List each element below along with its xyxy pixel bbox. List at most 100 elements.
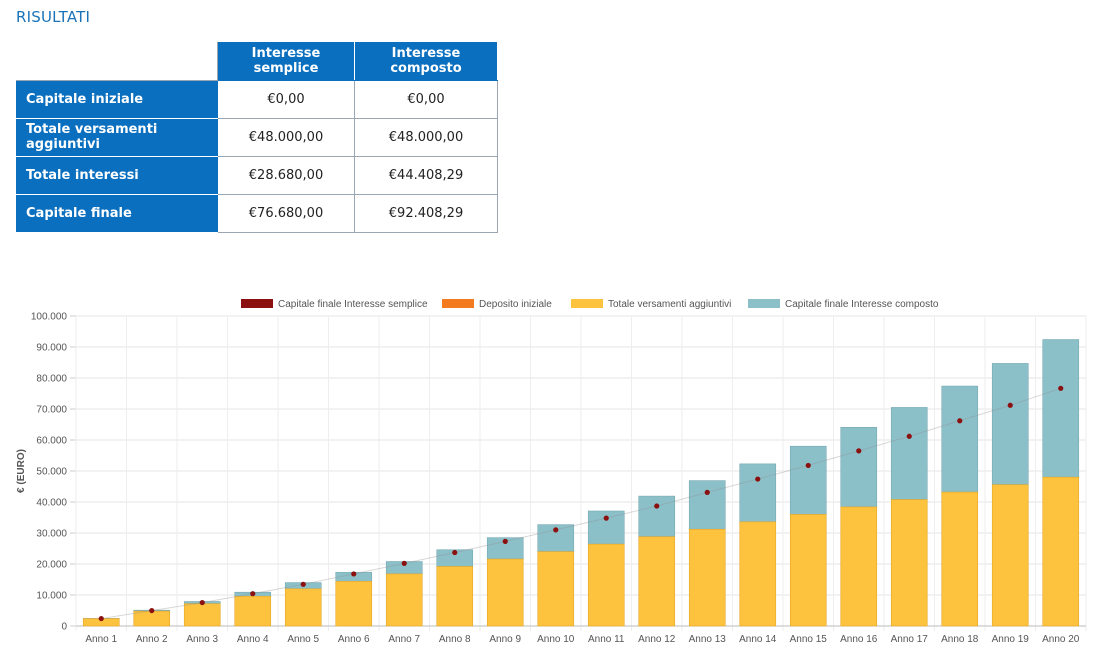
value-cell: €28.680,00 <box>217 155 355 195</box>
bar-versamenti <box>234 595 272 627</box>
bar-versamenti <box>133 610 171 627</box>
x-tick-label: Anno 11 <box>588 634 625 645</box>
row-header-totale-interessi: Totale interessi <box>16 155 218 195</box>
bar-versamenti <box>385 573 423 627</box>
point-interesse-semplice <box>401 560 407 566</box>
y-tick-label: 50.000 <box>36 467 67 478</box>
bar-versamenti <box>1042 476 1080 627</box>
legend-swatch <box>571 299 603 308</box>
value-cell: €92.408,29 <box>354 193 498 233</box>
table-row: Capitale iniziale €0,00 €0,00 <box>16 79 498 119</box>
y-tick-label: 40.000 <box>36 498 67 509</box>
bar-interesse-composto <box>688 480 726 530</box>
row-header-capitale-iniziale: Capitale iniziale <box>16 79 218 119</box>
x-tick-label: Anno 19 <box>992 634 1030 645</box>
x-tick-label: Anno 3 <box>186 634 218 645</box>
x-tick-label: Anno 1 <box>85 634 117 645</box>
y-axis-title: € (EURO) <box>16 449 27 493</box>
y-tick-label: 30.000 <box>36 529 67 540</box>
point-interesse-semplice <box>98 615 104 622</box>
value-cell: €76.680,00 <box>217 193 355 233</box>
x-tick-label: Anno 8 <box>439 634 471 645</box>
table-row: Capitale finale €76.680,00 €92.408,29 <box>16 193 498 233</box>
results-table: Interesse semplice Interesse composto Ca… <box>16 42 498 233</box>
legend-swatch <box>241 299 273 308</box>
bar-versamenti <box>183 603 221 627</box>
x-tick-label: Anno 17 <box>891 634 929 645</box>
row-header-capitale-finale: Capitale finale <box>16 193 218 233</box>
x-tick-label: Anno 15 <box>790 634 828 645</box>
point-interesse-semplice <box>957 418 963 424</box>
bar-interesse-composto <box>840 426 878 508</box>
legend-label: Totale versamenti aggiuntivi <box>608 299 731 310</box>
bar-versamenti <box>991 484 1029 627</box>
bar-interesse-composto <box>739 463 777 523</box>
bar-interesse-composto <box>789 445 827 515</box>
legend-label: Deposito iniziale <box>479 299 552 310</box>
point-interesse-semplice <box>149 607 155 614</box>
point-interesse-semplice <box>603 515 609 521</box>
table-row: Totale interessi €28.680,00 €44.408,29 <box>16 155 498 195</box>
bar-versamenti <box>890 499 928 627</box>
point-interesse-semplice <box>805 462 811 469</box>
x-tick-label: Anno 4 <box>237 634 269 645</box>
bar-versamenti <box>587 543 625 627</box>
bar-versamenti <box>284 588 322 627</box>
bar-versamenti <box>537 551 575 627</box>
value-cell: €48.000,00 <box>217 117 355 157</box>
bar-versamenti <box>941 491 979 627</box>
bar-interesse-composto <box>941 385 979 493</box>
y-tick-label: 100.000 <box>31 312 68 323</box>
legend-label: Capitale finale Interesse semplice <box>278 299 428 310</box>
bar-interesse-composto <box>1042 339 1080 478</box>
y-tick-label: 70.000 <box>36 405 67 416</box>
point-interesse-semplice <box>553 527 559 533</box>
x-tick-label: Anno 12 <box>638 634 676 645</box>
x-tick-label: Anno 5 <box>287 634 319 645</box>
bar-versamenti <box>638 536 676 627</box>
col-header-semplice: Interesse semplice <box>217 42 355 81</box>
bar-versamenti <box>789 514 827 627</box>
value-cell: €0,00 <box>217 79 355 119</box>
point-interesse-semplice <box>452 549 458 556</box>
x-tick-label: Anno 18 <box>941 634 979 645</box>
bar-versamenti <box>436 566 474 627</box>
bar-versamenti <box>335 581 373 627</box>
y-tick-label: 80.000 <box>36 374 67 385</box>
point-interesse-semplice <box>502 538 508 544</box>
line-interesse-semplice <box>101 387 1061 620</box>
point-interesse-semplice <box>654 503 660 509</box>
point-interesse-semplice <box>199 599 205 606</box>
point-interesse-semplice <box>250 591 256 597</box>
table-row: Totale versamenti aggiuntivi €48.000,00 … <box>16 117 498 157</box>
y-tick-label: 20.000 <box>36 560 67 571</box>
value-cell: €0,00 <box>354 79 498 119</box>
bar-interesse-composto <box>638 495 676 538</box>
table-header-row: Interesse semplice Interesse composto <box>16 42 498 81</box>
point-interesse-semplice <box>856 448 862 454</box>
point-interesse-semplice <box>351 571 357 577</box>
bar-interesse-composto <box>890 407 928 500</box>
point-interesse-semplice <box>300 581 306 587</box>
y-tick-label: 60.000 <box>36 436 67 447</box>
x-tick-label: Anno 7 <box>388 634 420 645</box>
point-interesse-semplice <box>755 476 761 482</box>
x-tick-label: Anno 2 <box>136 634 168 645</box>
point-interesse-semplice <box>1007 402 1013 408</box>
value-cell: €48.000,00 <box>354 117 498 157</box>
bar-versamenti <box>840 506 878 627</box>
x-tick-label: Anno 14 <box>739 634 777 645</box>
bar-interesse-composto <box>991 363 1029 485</box>
col-header-composto: Interesse composto <box>354 42 498 81</box>
x-tick-label: Anno 13 <box>689 634 727 645</box>
table-corner <box>16 42 218 81</box>
growth-chart: 0 10.000 20.000 30.000 40.000 50.000 60.000 70.… <box>16 299 1087 645</box>
x-tick-label: Anno 6 <box>338 634 370 645</box>
bar-versamenti <box>486 558 524 627</box>
row-header-totale-versamenti: Totale versamenti aggiuntivi <box>16 117 218 157</box>
bar-versamenti <box>688 528 726 627</box>
y-tick-label: 0 <box>61 622 67 633</box>
point-interesse-semplice <box>906 433 912 439</box>
x-tick-label: Anno 20 <box>1042 634 1080 645</box>
legend-label: Capitale finale Interesse composto <box>785 299 939 310</box>
